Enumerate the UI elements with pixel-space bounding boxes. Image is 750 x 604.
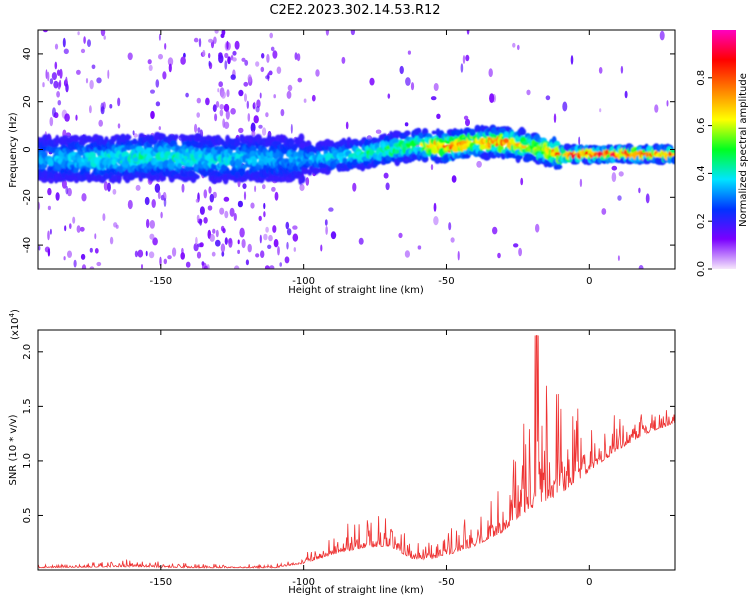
- y-tick-label: 40: [22, 48, 33, 61]
- snr-ylabel: SNR (10 * v/v): [8, 414, 19, 485]
- colorbar: 0.0 0.2 0.4 0.6 0.8 Normalized spectral ampl…: [696, 30, 749, 277]
- snr-scale-label: (x104): [8, 309, 21, 340]
- colorbar-tick-label: 0.6: [696, 118, 707, 134]
- snr-frame: [37, 329, 676, 571]
- y-tick-label: 1.5: [22, 398, 33, 414]
- y-tick-label: -20: [22, 189, 33, 205]
- spectrogram-panel: -150 -100 -50 0 -40 -20 0 20 40 Height of straig…: [8, 29, 676, 296]
- colorbar-tick-label: 0.2: [696, 213, 707, 229]
- x-tick-label: -100: [292, 577, 315, 588]
- y-tick-label: 2.0: [22, 344, 33, 360]
- y-tick-label: 0.5: [22, 508, 33, 524]
- spectrogram-ticks: -150 -100 -50 0 -40 -20 0 20 40: [22, 30, 675, 287]
- x-tick-label: 0: [586, 276, 592, 287]
- spectrogram-heatmap: [38, 30, 675, 269]
- colorbar-ticks: 0.0 0.2 0.4 0.6 0.8: [696, 70, 712, 277]
- colorbar-tick-label: 0.8: [696, 70, 707, 86]
- snr-panel: -150 -100 -50 0 0.5 1.0 1.5 2.0 Height of strai…: [8, 309, 676, 596]
- colorbar-tick-label: 0.4: [696, 165, 707, 181]
- snr-ticks: -150 -100 -50 0 0.5 1.0 1.5 2.0: [22, 330, 675, 588]
- x-tick-label: -150: [149, 577, 172, 588]
- x-tick-label: -150: [149, 276, 172, 287]
- y-tick-label: -40: [22, 237, 33, 253]
- y-tick-label: 1.0: [22, 453, 33, 469]
- x-tick-label: -50: [438, 276, 454, 287]
- snr-series-line: [38, 335, 675, 570]
- colorbar-label: Normalized spectral amplitude: [738, 73, 749, 227]
- y-tick-label: 0: [22, 146, 33, 152]
- colorbar-tick-label: 0.0: [696, 261, 707, 277]
- colorbar-gradient: [712, 30, 736, 269]
- spectrogram-xlabel: Height of straight line (km): [288, 285, 424, 296]
- x-tick-label: -50: [438, 577, 454, 588]
- y-tick-label: 20: [22, 95, 33, 108]
- figure-title: C2E2.2023.302.14.53.R12: [269, 3, 440, 18]
- spectrogram-ylabel: Frequency (Hz): [8, 112, 19, 188]
- snr-xlabel: Height of straight line (km): [288, 585, 424, 596]
- x-tick-label: 0: [586, 577, 592, 588]
- x-tick-label: -100: [292, 276, 315, 287]
